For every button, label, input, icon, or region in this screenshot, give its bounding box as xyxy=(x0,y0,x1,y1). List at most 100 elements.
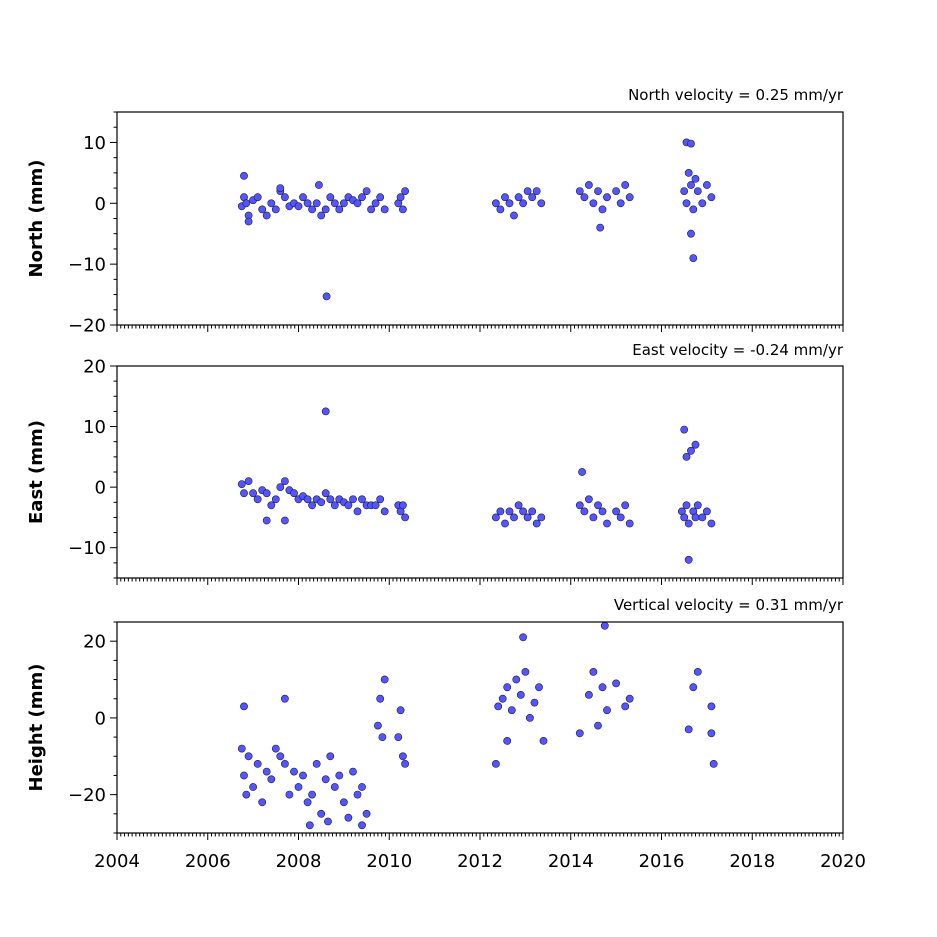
height-data-point xyxy=(589,668,598,676)
east-y-tick-label: −10 xyxy=(68,538,106,559)
north-data-point xyxy=(276,184,285,192)
height-velocity-title: Vertical velocity = 0.31 mm/yr xyxy=(614,596,844,614)
north-data-point xyxy=(240,171,248,180)
height-data-point xyxy=(362,809,371,818)
east-data-point xyxy=(519,507,527,516)
east-data-point xyxy=(262,489,271,498)
north-data-point xyxy=(314,181,323,189)
height-data-point xyxy=(353,790,362,799)
height-data-point xyxy=(585,691,593,699)
east-data-point xyxy=(380,507,389,516)
north-data-point xyxy=(380,205,389,214)
east-data-point xyxy=(290,489,298,498)
height-data-point xyxy=(317,809,326,818)
height-data-point xyxy=(330,783,339,791)
north-data-point xyxy=(596,223,605,232)
east-data-point xyxy=(703,507,711,516)
north-data-point xyxy=(308,205,316,214)
height-y-tick-label: −20 xyxy=(68,785,106,806)
height-data-point xyxy=(240,702,248,711)
height-y-axis-label: Height (mm) xyxy=(26,664,47,792)
height-data-point xyxy=(498,694,507,703)
height-data-point xyxy=(539,737,548,745)
north-data-point xyxy=(514,193,523,202)
north-data-point xyxy=(682,199,691,208)
east-data-point xyxy=(684,555,693,564)
height-data-point xyxy=(335,771,344,780)
north-data-point xyxy=(353,199,362,208)
east-data-point xyxy=(317,498,326,507)
height-data-point xyxy=(507,706,516,715)
east-data-point xyxy=(398,501,407,510)
north-data-point xyxy=(528,193,537,202)
north-data-point xyxy=(317,211,326,220)
east-data-point xyxy=(680,513,689,522)
east-data-point xyxy=(616,513,625,522)
north-data-point xyxy=(598,205,607,214)
north-data-point xyxy=(312,199,321,208)
height-data-point xyxy=(535,683,543,692)
height-data-point xyxy=(396,706,405,715)
east-axes-frame xyxy=(116,365,844,579)
north-data-point xyxy=(280,193,289,202)
north-data-point xyxy=(299,193,307,202)
north-data-point xyxy=(680,187,689,195)
east-data-point xyxy=(276,483,285,491)
height-data-point xyxy=(290,767,298,776)
north-data-point xyxy=(362,187,371,195)
north-data-point xyxy=(244,217,253,226)
north-data-point xyxy=(267,199,276,208)
east-data-point xyxy=(280,477,289,485)
east-data-point xyxy=(371,501,380,510)
east-y-tick-label: 0 xyxy=(95,478,106,499)
height-data-point xyxy=(324,817,332,826)
north-data-point xyxy=(537,199,546,208)
north-y-tick-label: 10 xyxy=(83,133,106,154)
height-data-point xyxy=(299,771,307,780)
east-data-point xyxy=(575,501,584,510)
height-data-point xyxy=(401,760,409,768)
height-data-point xyxy=(503,683,512,692)
north-data-point xyxy=(689,205,698,214)
height-data-point xyxy=(494,702,503,711)
north-data-point xyxy=(693,187,702,195)
north-data-point xyxy=(491,199,500,208)
height-data-point xyxy=(594,721,602,730)
north-data-point xyxy=(358,193,366,202)
east-data-point xyxy=(321,489,330,498)
north-panel: −20 −10 0 10 North (mm) North velocity = 0.25… xyxy=(26,86,844,337)
east-data-point xyxy=(682,452,691,461)
north-data-point xyxy=(603,193,611,202)
east-data-point xyxy=(687,446,695,455)
east-data-point xyxy=(308,501,316,510)
east-y-tick-label: 20 xyxy=(83,357,106,378)
east-data-point xyxy=(578,468,586,476)
north-y-tick-label: −20 xyxy=(68,316,106,337)
height-data-point xyxy=(285,790,294,799)
east-data-point xyxy=(321,407,330,416)
east-data-point xyxy=(253,495,262,504)
height-data-point xyxy=(693,668,702,676)
height-data-point xyxy=(521,668,530,676)
height-data-point xyxy=(519,633,527,642)
height-data-point xyxy=(244,752,253,761)
east-data-point xyxy=(267,501,276,510)
east-data-point xyxy=(621,501,630,510)
north-data-point xyxy=(501,193,509,202)
north-data-point xyxy=(532,187,541,195)
north-data-point xyxy=(401,187,409,195)
north-data-point xyxy=(367,205,375,214)
north-data-point xyxy=(687,181,695,189)
east-data-point xyxy=(680,425,689,434)
east-data-point xyxy=(537,513,546,522)
height-data-point xyxy=(689,683,698,692)
east-data-point xyxy=(330,501,339,510)
x-tick-label: 2016 xyxy=(639,851,685,872)
height-data-point xyxy=(376,694,385,703)
height-data-point xyxy=(707,729,716,738)
north-data-point xyxy=(330,199,339,208)
height-data-point xyxy=(303,798,312,807)
east-data-point xyxy=(271,495,280,504)
east-data-point xyxy=(262,516,271,525)
x-tick-label: 2012 xyxy=(457,851,503,872)
